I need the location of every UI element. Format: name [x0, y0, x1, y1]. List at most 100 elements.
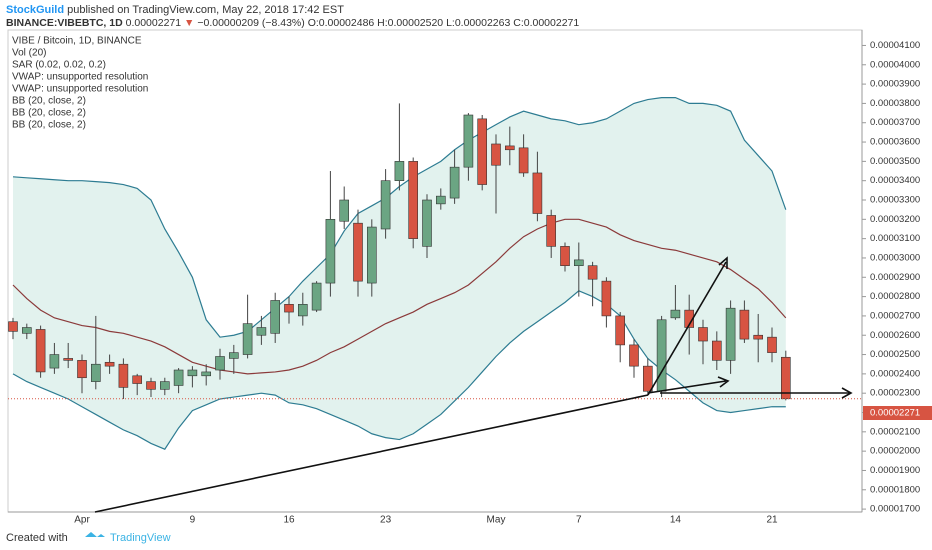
y-tick-label: 0.00001800	[870, 484, 920, 495]
candle-body	[435, 195, 446, 205]
candle-body	[366, 226, 377, 284]
candle-body	[477, 118, 488, 185]
y-tick-label: 0.00002800	[870, 291, 920, 302]
footer-brand: TradingView	[110, 532, 171, 544]
y-tick-label: 0.00002700	[870, 310, 920, 321]
candle-body	[573, 259, 584, 266]
candle-body	[297, 304, 308, 317]
y-tick-label: 0.00001700	[870, 504, 920, 515]
legend-entry: Vol (20)	[12, 48, 46, 59]
candle-body	[394, 161, 405, 181]
y-tick-label: 0.00003400	[870, 175, 920, 186]
candle-body	[270, 300, 281, 334]
candle-body	[311, 282, 322, 311]
y-tick-label: 0.00003000	[870, 252, 920, 263]
arrow: ▼	[184, 17, 195, 29]
author: StockGuild	[6, 4, 65, 16]
candle-body	[532, 172, 543, 214]
candle-body	[35, 329, 46, 373]
candle-body	[229, 352, 239, 359]
candle-body	[504, 145, 515, 151]
y-tick-label: 0.00004100	[870, 40, 920, 51]
last-price-tag	[863, 406, 932, 420]
ohlc: C:0.00002271	[513, 17, 580, 29]
y-tick-label: 0.00003300	[870, 195, 920, 206]
legend-entry: VIBE / Bitcoin, 1D, BINANCE	[12, 36, 142, 47]
y-tick-label: 0.00001900	[870, 465, 920, 476]
x-tick-label: May	[487, 515, 506, 526]
y-tick-label: 0.00002400	[870, 368, 920, 379]
trend-arrow	[647, 380, 727, 394]
candle-body	[670, 309, 681, 319]
y-tick-label: 0.00002900	[870, 272, 920, 283]
y-tick-label: 0.00004000	[870, 59, 920, 70]
x-tick-label: 9	[190, 515, 196, 526]
y-tick-label: 0.00002600	[870, 330, 920, 341]
candle-body	[104, 361, 115, 367]
brand-logo	[85, 532, 105, 537]
symbol: BINANCE:VIBEBTC, 1D	[6, 17, 123, 29]
band-line	[12, 218, 787, 375]
trend-arrow	[647, 261, 727, 396]
candle-body	[491, 143, 501, 166]
trend-line	[94, 394, 649, 513]
y-tick-label: 0.00003700	[870, 117, 920, 128]
y-tick-label: 0.00002000	[870, 446, 920, 457]
footer-text: Created with	[6, 532, 68, 544]
candle-body	[711, 340, 722, 361]
x-tick-label: 7	[576, 515, 582, 526]
candle-body	[325, 219, 336, 284]
y-tick-label: 0.00003800	[870, 98, 920, 109]
candle-body	[449, 166, 460, 199]
y-tick-label: 0.00003200	[870, 214, 920, 225]
candle-body	[215, 356, 225, 371]
symbol-line: BINANCE:VIBEBTC, 1D 0.00002271 ▼ −0.0000…	[6, 17, 579, 29]
candle-body	[767, 336, 777, 353]
candle-body	[8, 321, 18, 332]
legend-entry: VWAP: unsupported resolution	[12, 84, 148, 95]
candle-body	[380, 180, 391, 230]
trend-lines	[94, 256, 853, 513]
candle-body	[21, 327, 32, 334]
candle-body	[118, 363, 129, 388]
arrow-head	[717, 376, 730, 388]
y-tick-label: 0.00002300	[870, 388, 920, 399]
header-line: StockGuild published on TradingView.com,…	[6, 4, 344, 16]
candle-body	[256, 327, 267, 336]
x-tick-label: 14	[670, 515, 682, 526]
y-tick-label: 0.00002500	[870, 349, 920, 360]
candle-body	[284, 304, 294, 313]
last-price-label: 0.00002271	[870, 408, 920, 419]
y-tick-label: 0.00003900	[870, 79, 920, 90]
change: −0.00000209 (−8.43%)	[197, 17, 305, 29]
legend-entry: BB (20, close, 2)	[12, 108, 86, 119]
candle-body	[698, 327, 708, 342]
ohlc: L:0.00002263	[446, 17, 511, 29]
candle-body	[725, 307, 736, 361]
candle-body	[132, 375, 142, 384]
candle-body	[77, 360, 87, 379]
band-fill	[13, 97, 786, 450]
candle-body	[518, 147, 529, 174]
candle-body	[146, 381, 156, 390]
published: published on TradingView.com, May 22, 20…	[67, 4, 344, 16]
x-tick-label: 21	[766, 515, 778, 526]
y-tick-label: 0.00002100	[870, 426, 920, 437]
y-tick-label: 0.00003600	[870, 137, 920, 148]
ohlc: H:0.00002520	[377, 17, 444, 29]
arrow-head	[841, 387, 853, 399]
candle-body	[587, 265, 598, 280]
candle-body	[739, 309, 750, 340]
price: 0.00002271	[125, 17, 182, 29]
candle-body	[408, 161, 419, 239]
candle-body	[629, 344, 639, 367]
x-tick-label: 23	[380, 515, 392, 526]
candle-body	[642, 365, 653, 392]
candle-body	[339, 199, 350, 222]
candle-body	[656, 319, 667, 392]
candle-body	[49, 354, 60, 369]
candle-body	[173, 369, 184, 386]
candle-body	[615, 315, 626, 346]
legend-entry: BB (20, close, 2)	[12, 96, 86, 107]
